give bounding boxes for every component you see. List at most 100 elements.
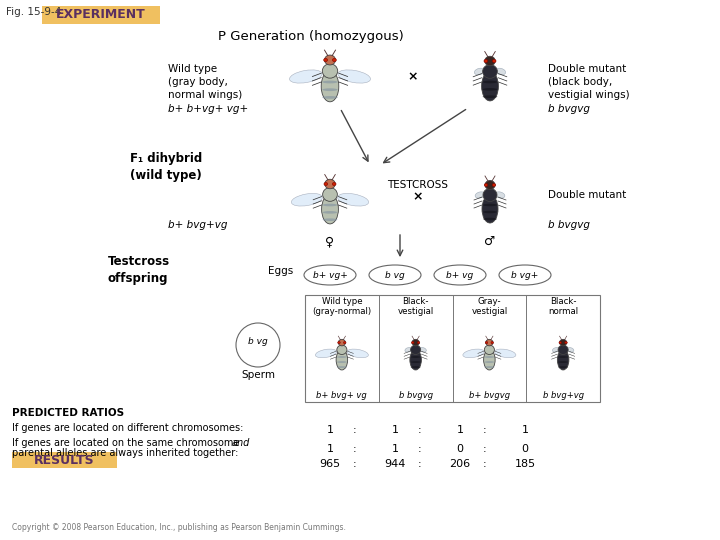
Ellipse shape	[289, 70, 322, 83]
Text: :: :	[418, 444, 422, 454]
Text: Fig. 15-9-4: Fig. 15-9-4	[6, 7, 61, 17]
Text: 1: 1	[456, 425, 464, 435]
Text: Double mutant
(black body,
vestigial wings): Double mutant (black body, vestigial win…	[548, 64, 629, 99]
Ellipse shape	[410, 350, 421, 370]
Text: :: :	[483, 425, 487, 435]
Ellipse shape	[323, 64, 338, 78]
Ellipse shape	[410, 366, 420, 368]
Text: b vg: b vg	[248, 338, 268, 347]
Text: Double mutant: Double mutant	[548, 190, 626, 200]
FancyBboxPatch shape	[42, 6, 160, 24]
Ellipse shape	[483, 204, 497, 206]
Text: 1: 1	[392, 444, 398, 454]
Ellipse shape	[321, 71, 339, 102]
Text: b bvg+vg: b bvg+vg	[543, 391, 584, 400]
Ellipse shape	[495, 349, 516, 357]
Ellipse shape	[418, 341, 420, 343]
Ellipse shape	[338, 339, 346, 346]
Ellipse shape	[567, 348, 574, 352]
Text: b bvgvg: b bvgvg	[548, 104, 590, 114]
Text: parental alleles are always inherited together:: parental alleles are always inherited to…	[12, 448, 238, 458]
Ellipse shape	[323, 80, 338, 83]
Ellipse shape	[323, 188, 338, 201]
Ellipse shape	[323, 204, 338, 206]
Ellipse shape	[343, 341, 346, 343]
Ellipse shape	[337, 366, 347, 368]
Ellipse shape	[338, 193, 369, 206]
Ellipse shape	[405, 348, 412, 352]
Text: Eggs: Eggs	[268, 266, 293, 276]
Text: Wild type
(gray-normal): Wild type (gray-normal)	[312, 297, 372, 316]
Ellipse shape	[559, 339, 567, 346]
Text: 1: 1	[326, 425, 333, 435]
Text: 1: 1	[392, 425, 398, 435]
Ellipse shape	[483, 211, 497, 213]
Ellipse shape	[292, 193, 323, 206]
Ellipse shape	[463, 349, 484, 357]
Ellipse shape	[337, 356, 347, 358]
Text: Testcross
offspring: Testcross offspring	[108, 255, 170, 285]
Text: If genes are located on different chromosomes:: If genes are located on different chromo…	[12, 423, 243, 433]
Ellipse shape	[485, 180, 495, 190]
Ellipse shape	[336, 350, 348, 370]
Text: :: :	[418, 459, 422, 469]
Text: F₁ dihybrid
(wild type): F₁ dihybrid (wild type)	[130, 152, 202, 182]
Text: :: :	[354, 444, 357, 454]
Text: and: and	[232, 438, 251, 448]
Text: :: :	[354, 459, 357, 469]
Ellipse shape	[323, 89, 338, 91]
Text: b+ bvgvg: b+ bvgvg	[469, 391, 510, 400]
Text: 944: 944	[384, 459, 405, 469]
Text: :: :	[483, 444, 487, 454]
Text: :: :	[418, 425, 422, 435]
Text: ×: ×	[408, 71, 418, 84]
Ellipse shape	[482, 65, 498, 78]
Text: RESULTS: RESULTS	[34, 454, 94, 467]
Ellipse shape	[412, 341, 414, 343]
Text: Black-
vestigial: Black- vestigial	[397, 297, 433, 316]
Ellipse shape	[495, 68, 505, 75]
Ellipse shape	[564, 341, 567, 343]
Text: 185: 185	[514, 459, 536, 469]
Ellipse shape	[558, 366, 568, 368]
Ellipse shape	[324, 58, 328, 62]
FancyBboxPatch shape	[12, 452, 117, 468]
Ellipse shape	[491, 341, 493, 343]
Ellipse shape	[338, 341, 341, 343]
Text: ♀: ♀	[325, 235, 335, 248]
Text: b+ vg+: b+ vg+	[312, 271, 347, 280]
Ellipse shape	[483, 188, 497, 201]
Text: PREDICTED RATIOS: PREDICTED RATIOS	[12, 408, 124, 418]
Circle shape	[236, 323, 280, 367]
Text: b vg: b vg	[385, 271, 405, 280]
Ellipse shape	[558, 345, 568, 354]
Text: b bvgvg: b bvgvg	[399, 391, 433, 400]
Text: b+ bvg+ vg: b+ bvg+ vg	[317, 391, 367, 400]
Ellipse shape	[412, 339, 419, 346]
Text: EXPERIMENT: EXPERIMENT	[56, 9, 146, 22]
Ellipse shape	[485, 341, 487, 343]
Text: 965: 965	[320, 459, 341, 469]
Text: b vg+: b vg+	[511, 271, 539, 280]
Ellipse shape	[323, 218, 338, 221]
Ellipse shape	[482, 96, 498, 98]
Text: 1: 1	[521, 425, 528, 435]
Ellipse shape	[483, 218, 497, 220]
Ellipse shape	[323, 211, 338, 214]
Ellipse shape	[485, 356, 495, 358]
Ellipse shape	[552, 348, 559, 352]
Ellipse shape	[558, 361, 568, 363]
Ellipse shape	[474, 68, 485, 75]
Ellipse shape	[333, 183, 336, 186]
Text: Black-
normal: Black- normal	[548, 297, 578, 316]
Text: Sperm: Sperm	[241, 370, 275, 380]
Ellipse shape	[410, 361, 420, 363]
Ellipse shape	[492, 184, 496, 186]
Text: b bvgvg: b bvgvg	[548, 220, 590, 230]
Text: b+ b+vg+ vg+: b+ b+vg+ vg+	[168, 104, 248, 114]
Ellipse shape	[484, 59, 487, 63]
Ellipse shape	[337, 345, 347, 354]
FancyBboxPatch shape	[305, 295, 600, 402]
Ellipse shape	[410, 345, 420, 354]
Text: P Generation (homozygous): P Generation (homozygous)	[218, 30, 404, 43]
